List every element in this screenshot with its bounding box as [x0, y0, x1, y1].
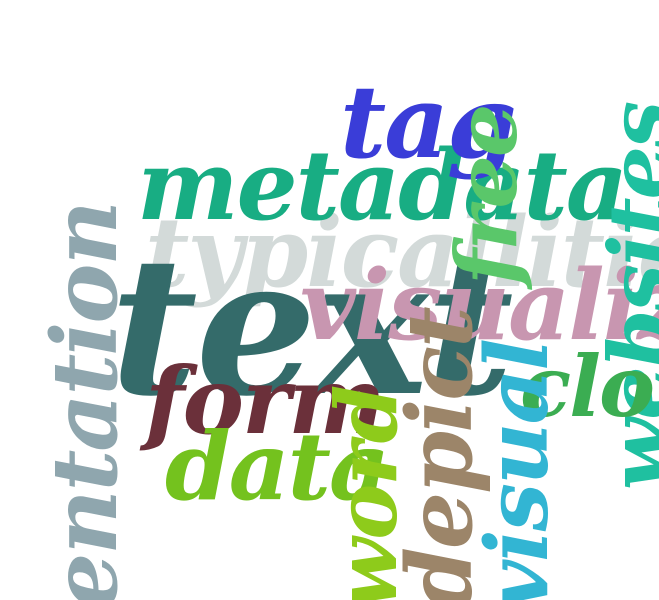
word-data: data — [165, 412, 390, 522]
word-typicallitie: typicallitie — [145, 196, 659, 309]
word-metadata: metadata — [137, 129, 628, 242]
word-tag: tag — [340, 63, 517, 181]
word-entation: entation — [32, 202, 138, 600]
word-text: text — [110, 215, 514, 438]
word-clo: clo — [520, 337, 655, 436]
word-visual: visual — [467, 340, 568, 600]
word-form: form — [145, 347, 386, 455]
word-visualiz: visualiz — [300, 249, 659, 362]
word-free: free — [437, 105, 536, 285]
